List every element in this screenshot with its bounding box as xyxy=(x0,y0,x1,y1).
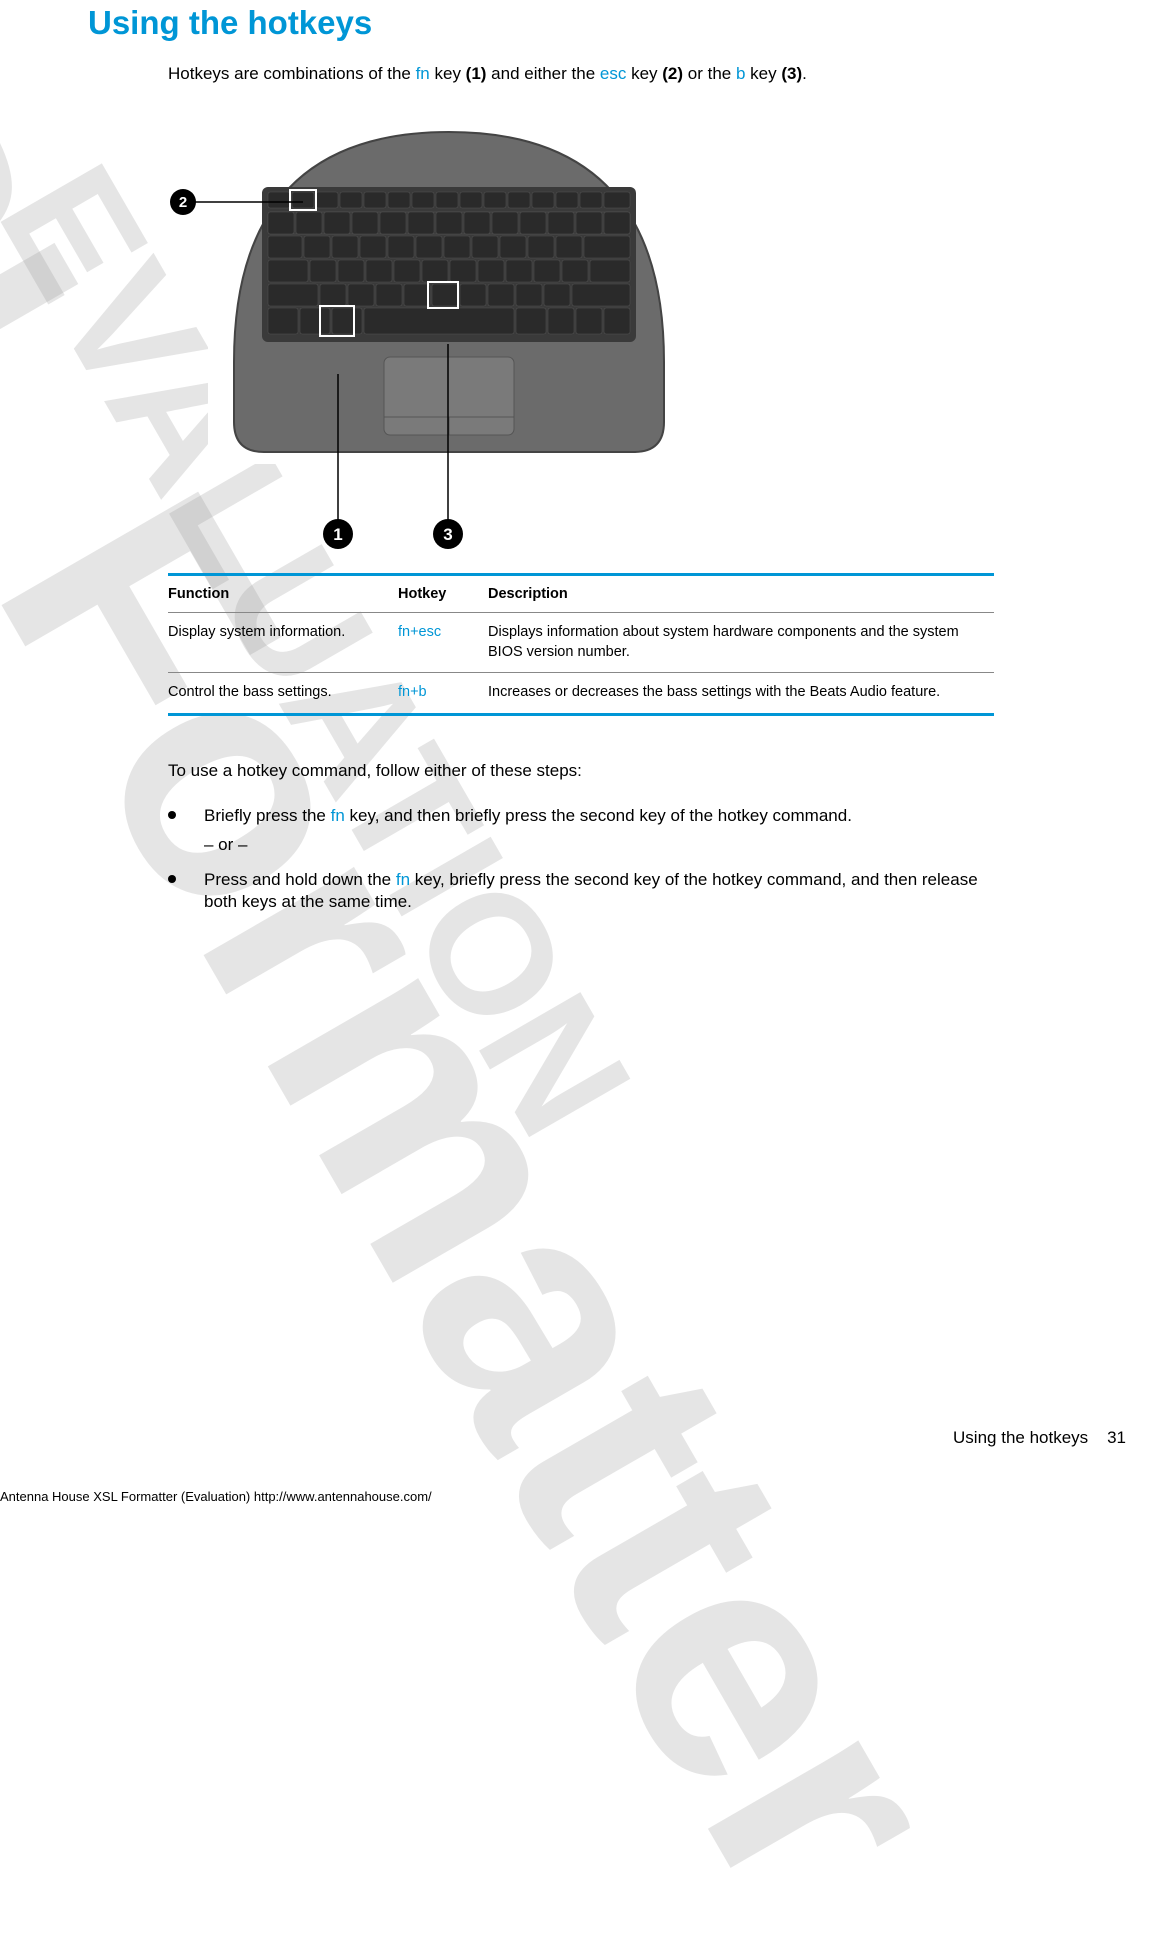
page-title: Using the hotkeys xyxy=(88,4,1162,42)
text: key xyxy=(626,64,662,83)
callout-2: 2 xyxy=(179,194,187,211)
callout-ref-1: (1) xyxy=(466,64,487,83)
callout-ref-2: (2) xyxy=(662,64,683,83)
text: Hotkeys are combinations of the xyxy=(168,64,416,83)
instruction-paragraph: To use a hotkey command, follow either o… xyxy=(168,760,994,783)
cell-hotkey: fn+esc xyxy=(398,613,488,673)
key-b: b xyxy=(736,64,745,83)
footer-page-number: 31 xyxy=(1107,1428,1126,1447)
text: or the xyxy=(683,64,736,83)
text: Press and hold down the xyxy=(204,870,396,889)
laptop-svg: 2 1 3 xyxy=(168,114,728,554)
callout-ref-3: (3) xyxy=(781,64,802,83)
footer-right: Using the hotkeys 31 xyxy=(953,1428,1126,1448)
cell-description: Increases or decreases the bass settings… xyxy=(488,673,994,715)
text: . xyxy=(802,64,807,83)
column-description: Description xyxy=(488,575,994,613)
text: key xyxy=(745,64,781,83)
page-content: Using the hotkeys Hotkeys are combinatio… xyxy=(0,4,1162,914)
list-item: Press and hold down the fn key, briefly … xyxy=(168,869,994,915)
footer-left: Antenna House XSL Formatter (Evaluation)… xyxy=(0,1489,432,1504)
key-fn: fn xyxy=(396,870,410,889)
steps-list: Briefly press the fn key, and then brief… xyxy=(168,805,994,915)
cell-description: Displays information about system hardwa… xyxy=(488,613,994,673)
cell-function: Display system information. xyxy=(168,613,398,673)
column-function: Function xyxy=(168,575,398,613)
cell-hotkey: fn+b xyxy=(398,673,488,715)
text: key, and then briefly press the second k… xyxy=(345,806,852,825)
hotkey-table: Function Hotkey Description Display syst… xyxy=(168,573,994,716)
text: key xyxy=(430,64,466,83)
table-row: Display system information. fn+esc Displ… xyxy=(168,613,994,673)
key-fn: fn xyxy=(331,806,345,825)
hotkey-table-wrap: Function Hotkey Description Display syst… xyxy=(168,573,994,716)
column-hotkey: Hotkey xyxy=(398,575,488,613)
callout-3: 3 xyxy=(443,525,452,544)
key-fn: fn xyxy=(416,64,430,83)
table-row: Control the bass settings. fn+b Increase… xyxy=(168,673,994,715)
footer-section-name: Using the hotkeys xyxy=(953,1428,1088,1447)
key-esc: esc xyxy=(600,64,626,83)
cell-function: Control the bass settings. xyxy=(168,673,398,715)
text: Briefly press the xyxy=(204,806,331,825)
list-item: Briefly press the fn key, and then brief… xyxy=(168,805,994,857)
text: and either the xyxy=(486,64,599,83)
intro-paragraph: Hotkeys are combinations of the fn key (… xyxy=(168,64,1162,84)
callout-1: 1 xyxy=(333,525,342,544)
table-header-row: Function Hotkey Description xyxy=(168,575,994,613)
or-separator: – or – xyxy=(204,834,994,857)
laptop-figure: 2 1 3 xyxy=(168,114,1162,559)
